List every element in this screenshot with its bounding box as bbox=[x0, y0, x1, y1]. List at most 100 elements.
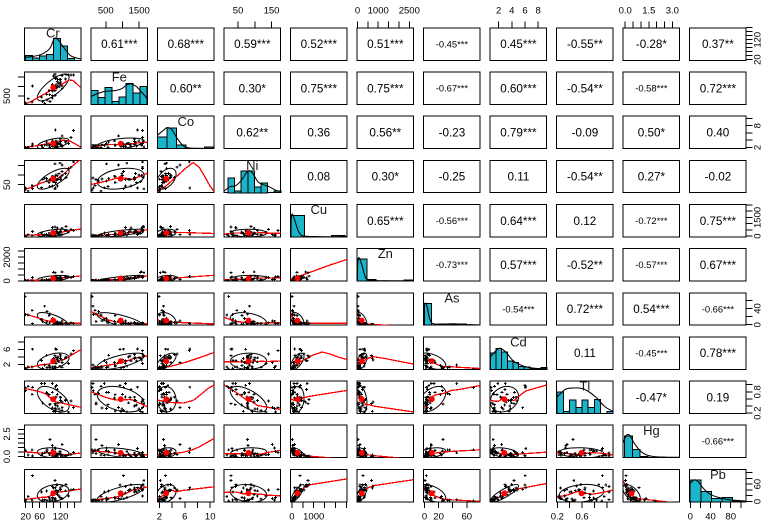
svg-text:Zn: Zn bbox=[378, 246, 393, 261]
svg-text:0.75***: 0.75*** bbox=[700, 215, 737, 228]
svg-text:6: 6 bbox=[522, 6, 527, 17]
svg-text:2: 2 bbox=[496, 6, 501, 17]
svg-text:8: 8 bbox=[535, 6, 540, 17]
svg-text:4: 4 bbox=[509, 6, 514, 17]
svg-text:0.75***: 0.75*** bbox=[367, 82, 404, 95]
svg-text:0: 0 bbox=[688, 511, 693, 522]
svg-text:0: 0 bbox=[2, 278, 13, 283]
svg-text:0.45***: 0.45*** bbox=[500, 38, 537, 51]
svg-text:20: 20 bbox=[433, 511, 444, 522]
svg-text:-0.09: -0.09 bbox=[572, 127, 599, 140]
svg-text:-0.66***: -0.66*** bbox=[702, 303, 735, 314]
svg-text:0.78***: 0.78*** bbox=[700, 347, 737, 360]
svg-text:-0.57***: -0.57*** bbox=[635, 259, 668, 270]
svg-text:0.36: 0.36 bbox=[307, 127, 330, 140]
svg-text:0.40: 0.40 bbox=[707, 127, 730, 140]
svg-text:0.52***: 0.52*** bbox=[301, 38, 338, 51]
svg-text:-0.45***: -0.45*** bbox=[436, 38, 469, 49]
svg-text:As: As bbox=[444, 290, 460, 305]
svg-text:0.65***: 0.65*** bbox=[367, 215, 404, 228]
svg-text:0.19: 0.19 bbox=[707, 391, 730, 404]
svg-text:20: 20 bbox=[753, 54, 764, 65]
svg-text:-0.23: -0.23 bbox=[439, 127, 466, 140]
svg-text:2.5: 2.5 bbox=[2, 427, 13, 440]
svg-text:0.56**: 0.56** bbox=[369, 127, 401, 140]
svg-text:Tl: Tl bbox=[579, 379, 590, 394]
svg-text:0.62**: 0.62** bbox=[236, 127, 268, 140]
svg-text:-0.73***: -0.73*** bbox=[436, 259, 469, 270]
svg-text:0.72***: 0.72*** bbox=[700, 82, 737, 95]
svg-text:1000: 1000 bbox=[368, 6, 389, 17]
svg-text:500: 500 bbox=[98, 6, 114, 17]
svg-text:0.30*: 0.30* bbox=[239, 82, 267, 95]
svg-text:150: 150 bbox=[264, 6, 280, 17]
svg-text:0.11: 0.11 bbox=[574, 347, 596, 360]
svg-text:120: 120 bbox=[753, 32, 764, 48]
svg-text:Hg: Hg bbox=[643, 423, 660, 438]
svg-text:2000: 2000 bbox=[2, 247, 13, 268]
svg-text:0: 0 bbox=[753, 322, 764, 327]
svg-text:0: 0 bbox=[289, 511, 294, 522]
svg-text:0.79***: 0.79*** bbox=[500, 127, 537, 140]
svg-text:-0.55**: -0.55** bbox=[567, 38, 603, 51]
svg-text:Cr: Cr bbox=[46, 26, 60, 41]
svg-text:0.60***: 0.60*** bbox=[500, 82, 537, 95]
svg-text:6: 6 bbox=[2, 347, 13, 352]
svg-text:8: 8 bbox=[753, 123, 764, 128]
svg-text:Cd: Cd bbox=[510, 335, 527, 350]
svg-text:2: 2 bbox=[753, 145, 764, 150]
svg-text:1000: 1000 bbox=[303, 511, 324, 522]
svg-text:Ni: Ni bbox=[246, 158, 258, 173]
svg-text:0: 0 bbox=[753, 233, 764, 238]
svg-text:0.11: 0.11 bbox=[507, 171, 529, 184]
svg-text:-0.54**: -0.54** bbox=[567, 82, 603, 95]
svg-text:6: 6 bbox=[182, 511, 187, 522]
svg-text:0.6: 0.6 bbox=[575, 511, 588, 522]
svg-text:-0.52**: -0.52** bbox=[567, 259, 603, 272]
svg-text:1.5: 1.5 bbox=[642, 6, 655, 17]
svg-text:Pb: Pb bbox=[710, 467, 726, 482]
svg-text:-0.47*: -0.47* bbox=[636, 391, 668, 404]
svg-text:Fe: Fe bbox=[112, 70, 127, 85]
svg-text:-0.25: -0.25 bbox=[439, 171, 466, 184]
svg-text:-0.54**: -0.54** bbox=[567, 171, 603, 184]
svg-text:0.51***: 0.51*** bbox=[367, 38, 404, 51]
svg-text:0.30*: 0.30* bbox=[372, 171, 400, 184]
svg-text:-0.54***: -0.54*** bbox=[502, 303, 535, 314]
svg-text:0.57***: 0.57*** bbox=[500, 259, 537, 272]
svg-text:0.8: 0.8 bbox=[753, 385, 764, 398]
svg-text:500: 500 bbox=[2, 88, 13, 104]
svg-text:0.60**: 0.60** bbox=[170, 82, 202, 95]
svg-text:0.2: 0.2 bbox=[753, 406, 764, 419]
svg-text:10: 10 bbox=[205, 511, 216, 522]
svg-text:40: 40 bbox=[753, 303, 764, 314]
svg-text:-0.02: -0.02 bbox=[705, 171, 732, 184]
svg-text:-0.66***: -0.66*** bbox=[702, 436, 735, 447]
svg-text:0.61***: 0.61*** bbox=[101, 38, 138, 51]
svg-text:-0.45***: -0.45*** bbox=[635, 347, 668, 358]
svg-text:0: 0 bbox=[355, 6, 360, 17]
svg-text:0.08: 0.08 bbox=[307, 171, 330, 184]
svg-text:Co: Co bbox=[177, 114, 194, 129]
svg-text:0.72***: 0.72*** bbox=[567, 303, 604, 316]
svg-text:0.12: 0.12 bbox=[574, 215, 597, 228]
svg-text:2500: 2500 bbox=[399, 6, 420, 17]
svg-text:40: 40 bbox=[705, 511, 716, 522]
svg-text:-0.28*: -0.28* bbox=[636, 38, 668, 51]
svg-text:120: 120 bbox=[53, 511, 69, 522]
svg-text:20: 20 bbox=[20, 511, 31, 522]
svg-text:0.67***: 0.67*** bbox=[700, 259, 737, 272]
svg-text:-0.67***: -0.67*** bbox=[436, 83, 469, 94]
svg-text:0.68***: 0.68*** bbox=[168, 38, 205, 51]
svg-text:0: 0 bbox=[753, 499, 764, 504]
svg-text:Cu: Cu bbox=[310, 202, 327, 217]
svg-text:0.50*: 0.50* bbox=[638, 127, 666, 140]
svg-text:60: 60 bbox=[462, 511, 473, 522]
svg-text:0.2: 0.2 bbox=[551, 511, 564, 522]
svg-text:0.59***: 0.59*** bbox=[234, 38, 271, 51]
svg-text:80: 80 bbox=[725, 511, 736, 522]
svg-text:0.54***: 0.54*** bbox=[633, 303, 670, 316]
svg-text:0.64***: 0.64*** bbox=[500, 215, 537, 228]
svg-text:0.0: 0.0 bbox=[2, 450, 13, 463]
svg-text:0.0: 0.0 bbox=[619, 6, 632, 17]
